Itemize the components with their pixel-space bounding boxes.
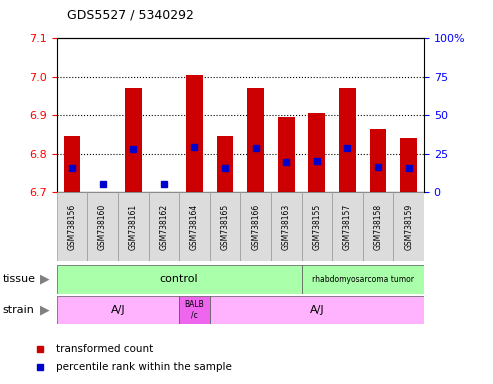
Bar: [241, 192, 271, 261]
Text: GSM738162: GSM738162: [159, 204, 168, 250]
Text: percentile rank within the sample: percentile rank within the sample: [56, 362, 231, 372]
Text: A/J: A/J: [110, 305, 125, 315]
Text: GSM738161: GSM738161: [129, 204, 138, 250]
Text: GSM738157: GSM738157: [343, 204, 352, 250]
Bar: [210, 192, 240, 261]
Bar: [370, 129, 387, 192]
Text: GSM738155: GSM738155: [313, 204, 321, 250]
Bar: [400, 138, 417, 192]
Text: rhabdomyosarcoma tumor: rhabdomyosarcoma tumor: [312, 275, 414, 284]
Bar: [278, 117, 295, 192]
Bar: [57, 192, 87, 261]
Bar: [64, 136, 80, 192]
Bar: [148, 192, 179, 261]
Text: GSM738160: GSM738160: [98, 204, 107, 250]
Bar: [332, 192, 363, 261]
Text: BALB
/c: BALB /c: [184, 300, 204, 320]
Bar: [87, 192, 118, 261]
Text: GSM738165: GSM738165: [220, 204, 230, 250]
Text: GSM738159: GSM738159: [404, 204, 413, 250]
Bar: [363, 192, 393, 261]
Bar: [179, 192, 210, 261]
Text: strain: strain: [2, 305, 35, 315]
Text: GDS5527 / 5340292: GDS5527 / 5340292: [67, 8, 193, 21]
Bar: [179, 296, 210, 324]
Bar: [271, 192, 302, 261]
Bar: [210, 296, 424, 324]
Bar: [393, 192, 424, 261]
Text: A/J: A/J: [310, 305, 324, 315]
Text: GSM738158: GSM738158: [374, 204, 383, 250]
Bar: [339, 88, 356, 192]
Text: GSM738166: GSM738166: [251, 204, 260, 250]
Text: GSM738163: GSM738163: [282, 204, 291, 250]
Bar: [125, 88, 141, 192]
Text: GSM738164: GSM738164: [190, 204, 199, 250]
Bar: [302, 265, 424, 294]
Text: transformed count: transformed count: [56, 344, 153, 354]
Bar: [216, 136, 234, 192]
Bar: [57, 296, 179, 324]
Bar: [309, 113, 325, 192]
Text: GSM738156: GSM738156: [68, 204, 76, 250]
Bar: [302, 192, 332, 261]
Bar: [247, 88, 264, 192]
Text: ▶: ▶: [39, 304, 49, 316]
Bar: [118, 192, 148, 261]
Bar: [57, 265, 302, 294]
Text: ▶: ▶: [39, 273, 49, 286]
Text: tissue: tissue: [2, 274, 35, 285]
Text: control: control: [160, 274, 199, 285]
Bar: [186, 75, 203, 192]
